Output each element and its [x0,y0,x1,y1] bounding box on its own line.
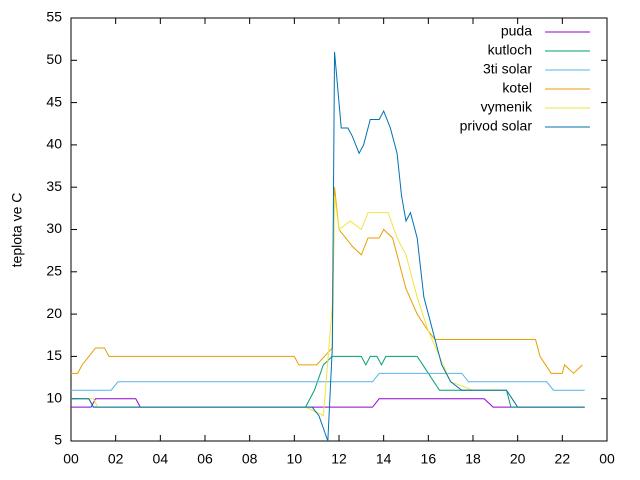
y-tick-label: 10 [46,389,62,405]
y-tick-label: 55 [46,9,62,25]
x-tick-label: 02 [108,451,124,467]
x-tick-label: 22 [555,451,571,467]
legend-label: puda [501,23,532,39]
x-tick-label: 10 [287,451,303,467]
x-tick-label: 14 [376,451,392,467]
x-tick-label: 16 [421,451,437,467]
x-tick-label: 06 [197,451,213,467]
x-tick-label: 18 [465,451,481,467]
legend-label: privod solar [460,118,533,134]
series-line [71,187,583,375]
legend-label: kotel [502,80,532,96]
legend-label: 3ti solar [483,61,532,77]
x-tick-label: 12 [331,451,347,467]
series-line [71,398,585,408]
y-tick-label: 50 [46,51,62,67]
x-tick-label: 00 [599,451,615,467]
x-tick-label: 08 [242,451,258,467]
x-tick-label: 20 [510,451,526,467]
series-line [71,372,585,391]
series-line [71,51,585,442]
y-tick-label: 25 [46,263,62,279]
x-tick-label: 00 [63,451,79,467]
y-tick-label: 35 [46,178,62,194]
y-tick-label: 20 [46,305,62,321]
legend-label: vymenik [481,99,533,115]
y-tick-label: 40 [46,136,62,152]
series-line [71,355,585,408]
y-tick-label: 15 [46,347,62,363]
y-tick-label: 30 [46,220,62,236]
x-tick-label: 04 [153,451,169,467]
y-axis-label: teplota ve C [9,193,25,268]
legend-label: kutloch [488,42,532,58]
y-tick-label: 5 [54,432,62,448]
y-tick-label: 45 [46,93,62,109]
series-line [71,195,585,417]
